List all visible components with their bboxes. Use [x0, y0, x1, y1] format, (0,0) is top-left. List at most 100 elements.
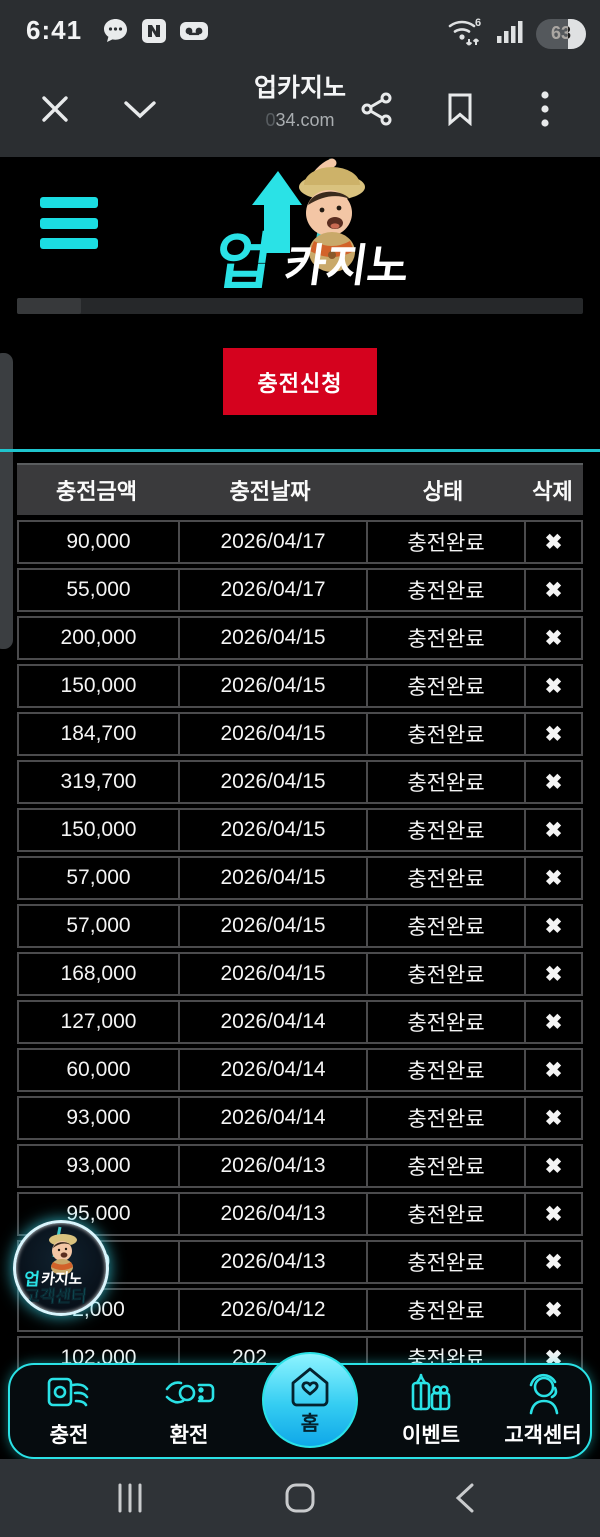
cell-status: 충전완료: [366, 858, 524, 898]
delete-icon[interactable]: ✖: [524, 762, 581, 802]
browser-chrome: 업카지노 034.com: [0, 60, 600, 157]
cell-amount: 93,000: [66, 1106, 131, 1129]
table-row: 200,000 2026/04/15 충전완료 ✖: [17, 616, 583, 660]
cell-date[interactable]: 2026/04/15: [178, 666, 366, 706]
cell-amount: 90,000: [66, 530, 131, 553]
delete-icon[interactable]: ✖: [524, 1242, 581, 1282]
divider-line: [0, 449, 600, 452]
cell-status: 충전완료: [366, 714, 524, 754]
up-arrow: [252, 171, 302, 253]
delete-icon[interactable]: ✖: [524, 858, 581, 898]
delete-icon[interactable]: ✖: [524, 1290, 581, 1330]
cell-status: 충전완료: [366, 666, 524, 706]
delete-icon[interactable]: ✖: [524, 714, 581, 754]
scrollbar-track[interactable]: [17, 298, 583, 314]
cell-amount: 200,000: [60, 626, 137, 649]
site-logo[interactable]: 업 카지노: [182, 157, 432, 293]
cell-amount: 60,000: [66, 1058, 131, 1081]
back-button[interactable]: [405, 1459, 525, 1537]
delete-icon[interactable]: ✖: [524, 618, 581, 658]
nav-label-exchange: 환전: [169, 1424, 209, 1447]
battery-percent: 63: [550, 23, 572, 43]
delete-icon[interactable]: ✖: [524, 1002, 581, 1042]
delete-icon[interactable]: ✖: [524, 954, 581, 994]
cell-status: 충전완료: [366, 762, 524, 802]
svg-text:업: 업: [23, 1270, 41, 1289]
cell-date[interactable]: 2026/04/13: [178, 1242, 366, 1282]
cell-amount: 57,000: [66, 866, 131, 889]
table-row: 150,000 2026/04/15 충전완료 ✖: [17, 664, 583, 708]
delete-icon[interactable]: ✖: [524, 1098, 581, 1138]
logo-text-casino: 카지노: [281, 240, 412, 291]
cell-date[interactable]: 2026/04/15: [178, 858, 366, 898]
naver-n-icon: [141, 18, 167, 49]
delete-icon[interactable]: ✖: [524, 1050, 581, 1090]
cell-date[interactable]: 2026/04/14: [178, 1050, 366, 1090]
delete-icon[interactable]: ✖: [524, 570, 581, 610]
cell-date[interactable]: 2026/04/12: [178, 1290, 366, 1330]
collapse-button[interactable]: [105, 60, 175, 157]
cell-date[interactable]: 2026/04/17: [178, 570, 366, 610]
charge-request-button[interactable]: 충전신청: [223, 348, 377, 415]
delete-icon[interactable]: ✖: [524, 522, 581, 562]
cell-date[interactable]: 2026/04/15: [178, 714, 366, 754]
cell-status: 충전완료: [366, 1194, 524, 1234]
nav-item-support[interactable]: 고객센터: [488, 1371, 598, 1457]
share-button[interactable]: [342, 60, 412, 157]
cell-status: 충전완료: [366, 1290, 524, 1330]
signal-bars-icon: [496, 18, 526, 49]
menu-button[interactable]: [510, 60, 580, 157]
mascot-boy: [299, 158, 365, 272]
logo-text-up: 업: [210, 228, 277, 293]
cell-date[interactable]: 2026/04/13: [178, 1194, 366, 1234]
nav-item-event[interactable]: 이벤트: [376, 1371, 486, 1457]
hamburger-menu-icon[interactable]: [40, 197, 98, 249]
cell-date[interactable]: 2026/04/15: [178, 954, 366, 994]
cell-date[interactable]: 2026/04/15: [178, 762, 366, 802]
customer-service-badge[interactable]: 업 카지노 고객센터: [13, 1220, 109, 1316]
nav-item-exchange[interactable]: 환전: [134, 1371, 244, 1457]
table-row: 60,000 2026/04/14 충전완료 ✖: [17, 1048, 583, 1092]
table-row: 93,000 2026/04/14 충전완료 ✖: [17, 1096, 583, 1140]
table-row: 90,000 2026/04/17 충전완료 ✖: [17, 520, 583, 564]
delete-icon[interactable]: ✖: [524, 1146, 581, 1186]
svg-text:6: 6: [475, 17, 481, 29]
cell-date[interactable]: 2026/04/15: [178, 906, 366, 946]
table-row: 319,700 2026/04/15 충전완료 ✖: [17, 760, 583, 804]
table-row: 150,000 2026/04/15 충전완료 ✖: [17, 808, 583, 852]
table-row: 168,000 2026/04/15 충전완료 ✖: [17, 952, 583, 996]
header-delete: 삭제: [532, 479, 573, 504]
delete-icon[interactable]: ✖: [524, 1194, 581, 1234]
table-row: 57,000 2026/04/15 충전완료 ✖: [17, 856, 583, 900]
delete-icon[interactable]: ✖: [524, 666, 581, 706]
delete-icon[interactable]: ✖: [524, 906, 581, 946]
scrollbar-thumb[interactable]: [17, 298, 81, 314]
nav-label-home: 홈: [300, 1412, 320, 1435]
table-row: 00 2026/04/13 충전완료 ✖: [17, 1240, 583, 1284]
cell-amount: 93,000: [66, 1154, 131, 1177]
cell-date[interactable]: 2026/04/14: [178, 1002, 366, 1042]
table-row: 95,000 2026/04/13 충전완료 ✖: [17, 1192, 583, 1236]
close-button[interactable]: [20, 60, 90, 157]
cell-date[interactable]: 2026/04/15: [178, 810, 366, 850]
svg-text:카지노: 카지노: [40, 1271, 83, 1288]
cell-date[interactable]: 2026/04/14: [178, 1098, 366, 1138]
recents-button[interactable]: [70, 1459, 190, 1537]
table-body: 90,000 2026/04/17 충전완료 ✖ 55,000 2026/04/…: [17, 520, 583, 1380]
cell-date[interactable]: 2026/04/15: [178, 618, 366, 658]
bookmark-button[interactable]: [425, 60, 495, 157]
header-date: 충전날짜: [229, 479, 311, 504]
cell-date[interactable]: 2026/04/13: [178, 1146, 366, 1186]
nav-item-home[interactable]: 홈: [262, 1352, 358, 1448]
os-home-button[interactable]: [240, 1459, 360, 1537]
nav-item-charge[interactable]: 충전: [14, 1371, 124, 1457]
cell-status: 충전완료: [366, 618, 524, 658]
cell-amount: 319,700: [60, 770, 137, 793]
table-row: 2,000 2026/04/12 충전완료 ✖: [17, 1288, 583, 1332]
header-amount: 충전금액: [56, 479, 137, 504]
table-header: 충전금액 충전날짜 상태 삭제: [17, 463, 583, 515]
cell-date[interactable]: 2026/04/17: [178, 522, 366, 562]
delete-icon[interactable]: ✖: [524, 810, 581, 850]
cell-status: 충전완료: [366, 522, 524, 562]
cell-status: 충전완료: [366, 810, 524, 850]
